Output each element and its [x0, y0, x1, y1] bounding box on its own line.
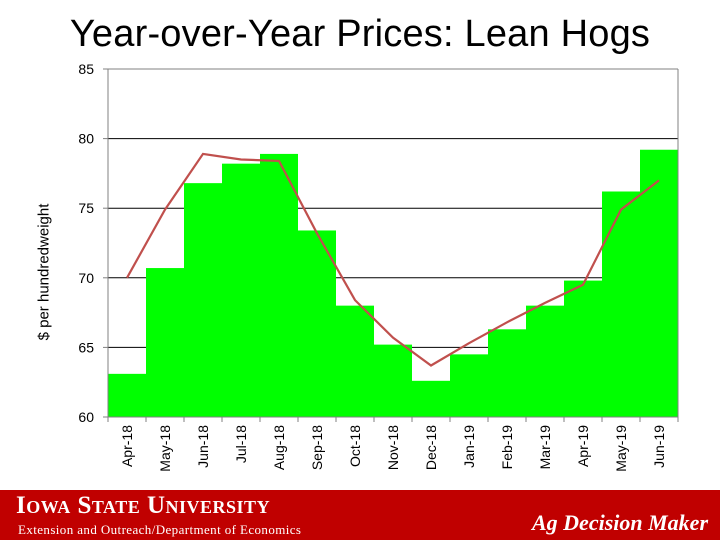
- bar: [146, 268, 184, 417]
- x-tick-label: Jun-19: [651, 425, 667, 468]
- x-tick-label: Feb-19: [499, 425, 515, 470]
- x-tick-label: Jun-18: [195, 425, 211, 468]
- y-tick-label: 75: [78, 200, 94, 216]
- bar: [488, 329, 526, 417]
- y-tick-label: 80: [78, 131, 94, 147]
- bar: [412, 380, 450, 417]
- bar: [184, 183, 222, 417]
- bar: [298, 230, 336, 417]
- bar: [450, 354, 488, 417]
- bar: [336, 305, 374, 417]
- bar: [564, 280, 602, 417]
- y-tick-label: 70: [78, 270, 94, 286]
- bar: [602, 191, 640, 417]
- university-logo-text: Iowa State University: [16, 492, 271, 519]
- x-tick-label: May-19: [613, 425, 629, 472]
- y-tick-label: 60: [78, 409, 94, 425]
- bar: [108, 373, 146, 417]
- brand-logo-text: Ag Decision Maker: [532, 510, 708, 535]
- x-tick-label: Sep-18: [309, 425, 325, 470]
- series-line: [126, 152, 660, 367]
- x-tick-label: Jul-18: [233, 425, 249, 463]
- x-tick-label: May-18: [157, 425, 173, 472]
- bar: [260, 153, 298, 418]
- y-axis-label: $ per hundredweight: [35, 203, 53, 341]
- bar: [640, 149, 678, 417]
- bar: [374, 344, 412, 417]
- x-tick-label: Aug-18: [271, 425, 287, 470]
- x-tick-label: Apr-18: [119, 425, 135, 467]
- y-tick-label: 65: [78, 339, 94, 355]
- price-chart: 60 65 70 75 80 85 Apr-18 May-18 Jun-18 Jul-18 Aug-…: [78, 61, 679, 472]
- bar: [526, 305, 564, 417]
- bar: [222, 163, 260, 417]
- department-text: Extension and Outreach/Department of Eco…: [18, 522, 302, 537]
- x-tick-label: Mar-19: [537, 425, 553, 470]
- x-tick-label: Dec-18: [423, 425, 439, 470]
- x-tick-label: Jan-19: [461, 425, 477, 468]
- slide-title: Year-over-Year Prices: Lean Hogs: [69, 13, 651, 55]
- y-tick-label: 85: [78, 61, 94, 77]
- x-tick-label: Apr-19: [575, 425, 591, 467]
- x-tick-label: Oct-18: [347, 425, 363, 467]
- footer-bar: Iowa State University Extension and Outr…: [0, 490, 720, 540]
- x-tick-label: Nov-18: [385, 425, 401, 470]
